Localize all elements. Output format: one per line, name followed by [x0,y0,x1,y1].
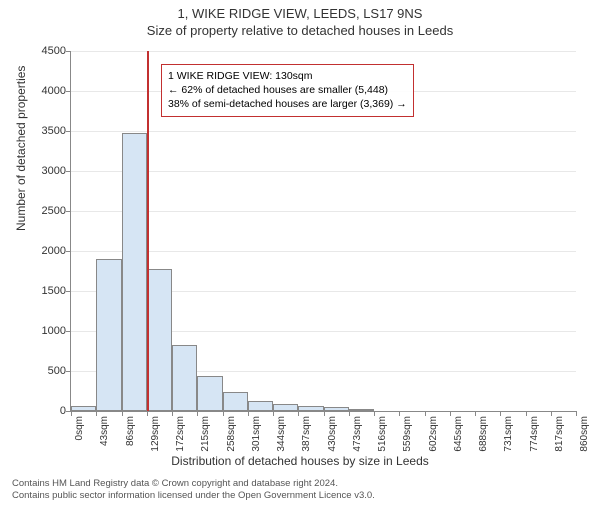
xtick-mark [122,411,123,416]
attribution-line1: Contains HM Land Registry data © Crown c… [12,478,375,490]
histogram-bar [298,406,323,411]
chart-title-line1: 1, WIKE RIDGE VIEW, LEEDS, LS17 9NS [0,6,600,21]
xtick-mark [324,411,325,416]
xtick-label: 387sqm [301,416,312,452]
xtick-label: 688sqm [478,416,489,452]
xtick-mark [298,411,299,416]
xtick-label: 215sqm [200,416,211,452]
annotation-box: 1 WIKE RIDGE VIEW: 130sqm← 62% of detach… [161,64,414,117]
xtick-label: 817sqm [554,416,565,452]
xtick-mark [399,411,400,416]
xtick-mark [425,411,426,416]
xtick-mark [374,411,375,416]
ytick-label: 1500 [26,285,66,297]
xtick-mark [551,411,552,416]
xtick-mark [450,411,451,416]
xtick-label: 731sqm [503,416,514,452]
xtick-label: 860sqm [579,416,590,452]
chart-container: 0500100015002000250030003500400045000sqm… [70,51,575,411]
xtick-mark [223,411,224,416]
annotation-line2: ← 62% of detached houses are smaller (5,… [168,83,407,97]
xtick-label: 430sqm [327,416,338,452]
xtick-label: 774sqm [529,416,540,452]
xtick-label: 516sqm [377,416,388,452]
ytick-label: 0 [26,405,66,417]
ytick-label: 2500 [26,205,66,217]
xtick-label: 258sqm [226,416,237,452]
xtick-mark [500,411,501,416]
xtick-mark [96,411,97,416]
xtick-mark [273,411,274,416]
histogram-bar [273,404,298,411]
histogram-bar [122,133,147,411]
attribution-line2: Contains public sector information licen… [12,490,375,502]
ytick-label: 500 [26,365,66,377]
xtick-label: 129sqm [150,416,161,452]
xtick-label: 473sqm [352,416,363,452]
xtick-label: 301sqm [251,416,262,452]
ytick-mark [66,371,71,372]
xtick-mark [172,411,173,416]
xtick-label: 172sqm [175,416,186,452]
xtick-mark [248,411,249,416]
ytick-mark [66,291,71,292]
xtick-label: 0sqm [74,416,85,440]
histogram-bar [96,259,121,411]
xtick-mark [197,411,198,416]
ytick-mark [66,211,71,212]
ytick-label: 3500 [26,125,66,137]
histogram-bar [349,409,374,411]
xtick-label: 645sqm [453,416,464,452]
annotation-line1: 1 WIKE RIDGE VIEW: 130sqm [168,69,407,83]
chart-title-line2: Size of property relative to detached ho… [0,23,600,38]
annotation-line3: 38% of semi-detached houses are larger (… [168,97,407,111]
ytick-label: 3000 [26,165,66,177]
xtick-label: 86sqm [125,416,136,446]
histogram-bar [248,401,273,411]
xtick-mark [475,411,476,416]
ytick-label: 1000 [26,325,66,337]
xtick-label: 344sqm [276,416,287,452]
histogram-bar [324,407,349,411]
ytick-mark [66,251,71,252]
ytick-label: 4500 [26,45,66,57]
ytick-label: 2000 [26,245,66,257]
ytick-mark [66,171,71,172]
xtick-mark [147,411,148,416]
xtick-label: 559sqm [402,416,413,452]
ytick-label: 4000 [26,85,66,97]
ytick-mark [66,131,71,132]
attribution-text: Contains HM Land Registry data © Crown c… [12,478,375,502]
histogram-bar [172,345,197,411]
ytick-mark [66,51,71,52]
histogram-bar [71,406,96,411]
xtick-mark [349,411,350,416]
histogram-bar [223,392,248,411]
x-axis-label: Distribution of detached houses by size … [0,454,600,468]
xtick-mark [526,411,527,416]
ytick-mark [66,331,71,332]
xtick-mark [71,411,72,416]
histogram-bar [197,376,222,411]
xtick-label: 602sqm [428,416,439,452]
histogram-bar [147,269,172,411]
marker-line [147,51,149,411]
plot-area: 0500100015002000250030003500400045000sqm… [70,51,576,412]
xtick-mark [576,411,577,416]
xtick-label: 43sqm [99,416,110,446]
ytick-mark [66,91,71,92]
